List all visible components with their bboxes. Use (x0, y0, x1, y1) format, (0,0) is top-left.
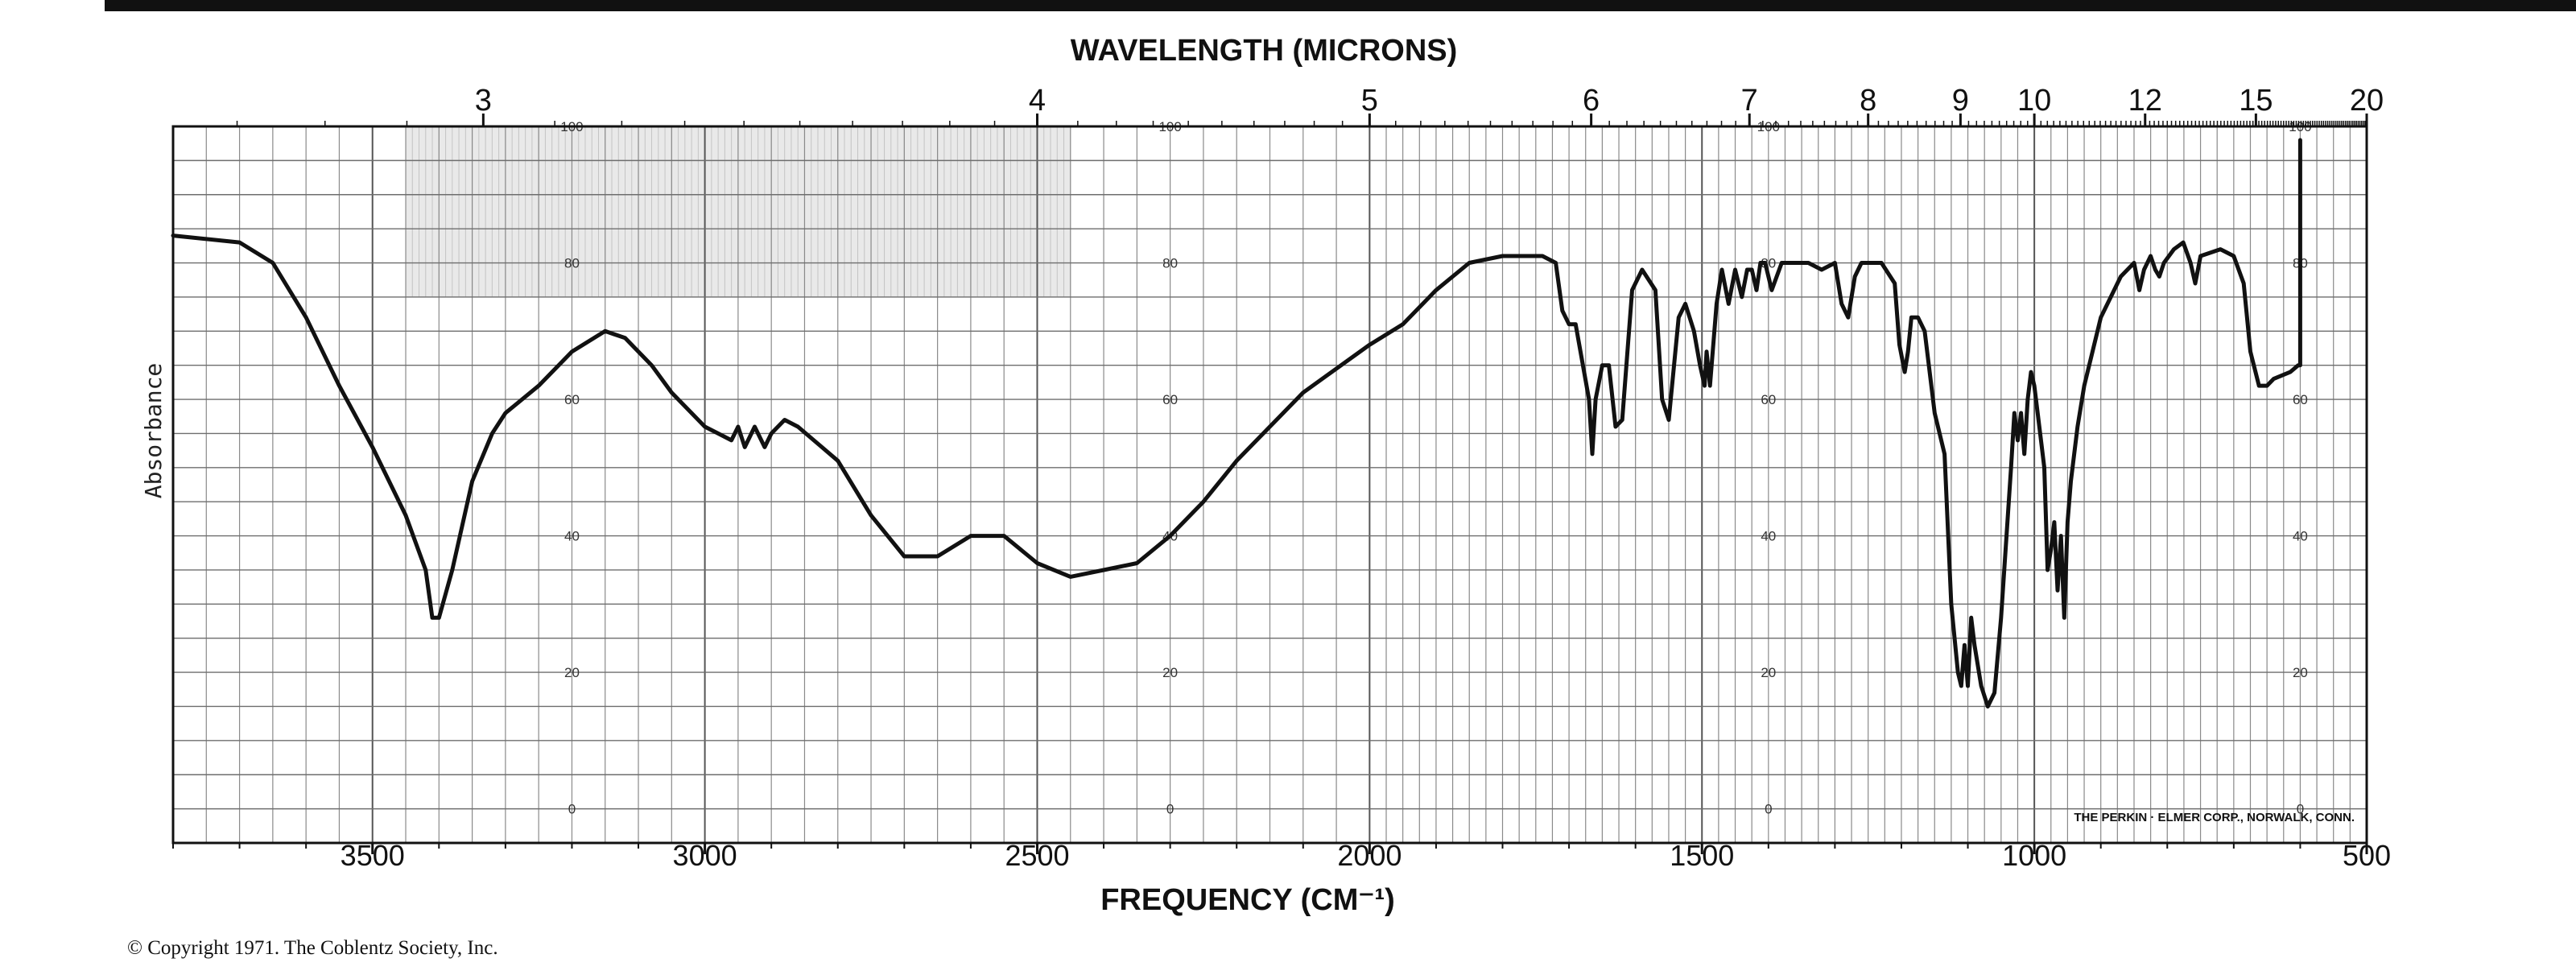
chart-grid (172, 126, 2367, 843)
x-tick-label: 2500 (1005, 839, 1069, 872)
spectrum-line (171, 138, 2302, 708)
top-tick-label: 8 (1860, 84, 1876, 118)
top-tick-label: 7 (1741, 84, 1758, 118)
top-border-rule (105, 0, 2576, 11)
scale-label: 80 (1162, 256, 1178, 271)
x-tick-label: 500 (2343, 839, 2391, 872)
scale-label: 60 (1162, 392, 1178, 407)
top-tick-label: 5 (1361, 84, 1378, 118)
top-tick-label: 12 (2128, 84, 2162, 118)
x-tick-label: 1500 (1670, 839, 1734, 872)
scale-label: 20 (2293, 665, 2308, 680)
top-tick-label: 15 (2239, 84, 2273, 118)
x-tick-label: 1000 (2002, 839, 2066, 872)
top-tick-label: 10 (2017, 84, 2051, 118)
scale-label: 20 (1162, 665, 1178, 680)
top-axis-title: WAVELENGTH (MICRONS) (1071, 34, 1458, 68)
scale-label: 20 (1761, 665, 1776, 680)
scale-label: 0 (1166, 802, 1174, 817)
scale-label: 60 (564, 392, 580, 407)
scale-label: 40 (1761, 529, 1776, 544)
top-tick-label: 20 (2350, 84, 2384, 118)
top-tick-label: 6 (1583, 84, 1600, 118)
transmittance-scale-labels: 1008060402001008060402001008060402001008… (560, 119, 2311, 817)
wavelength-tick-labels: 3 4 5 6 7 8 9 10 12 15 20 (475, 84, 2384, 118)
x-tick-label: 2000 (1337, 839, 1402, 872)
scale-label: 40 (564, 529, 580, 544)
axis-tick-marks (172, 114, 2368, 854)
scale-label: 0 (2297, 802, 2304, 817)
scale-label: 0 (1765, 802, 1772, 817)
scale-label: 40 (2293, 529, 2308, 544)
x-tick-label: 3000 (673, 839, 737, 872)
scale-label: 20 (564, 665, 580, 680)
printer-credit: THE PERKIN · ELMER CORP., NORWALK, CONN. (2074, 811, 2355, 824)
x-axis-title: FREQUENCY (CM⁻¹) (1100, 883, 1395, 917)
scale-label: 0 (568, 802, 576, 817)
scale-label: 60 (1761, 392, 1776, 407)
plot-frame (171, 125, 2368, 845)
scale-label: 80 (564, 256, 580, 271)
x-tick-label: 3500 (341, 839, 405, 872)
y-axis-title: Absorbance (140, 363, 167, 499)
copyright-notice: © Copyright 1971. The Coblentz Society, … (127, 937, 498, 959)
scale-label: 60 (2293, 392, 2308, 407)
frequency-tick-labels: 3500 3000 2500 2000 1500 1000 500 (341, 839, 2391, 872)
top-tick-label: 4 (1029, 84, 1046, 118)
spectrum-trace (171, 138, 2302, 708)
top-tick-label: 9 (1952, 84, 1969, 118)
top-tick-label: 3 (475, 84, 492, 118)
